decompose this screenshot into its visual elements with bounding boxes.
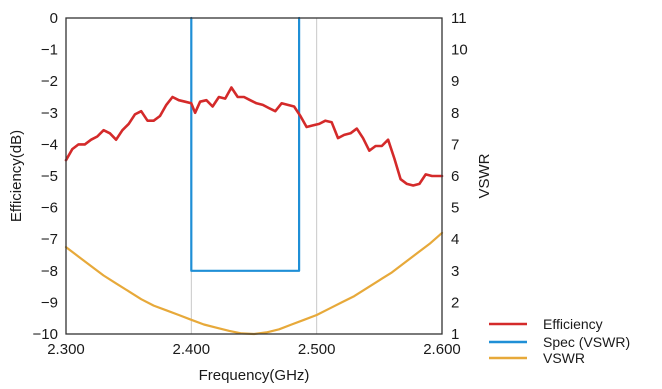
- y-tick-label-right: 4: [451, 231, 459, 248]
- y-tick-label-right: 7: [451, 136, 459, 153]
- plot-frame: [65, 17, 443, 335]
- x-tick-label: 2.600: [423, 341, 461, 358]
- y-tick-label-left: −6: [41, 200, 58, 217]
- grid: [190, 18, 318, 334]
- y-tick-label-right: 3: [451, 263, 459, 280]
- series-line-efficiency: [64, 86, 444, 187]
- y-tick-label-left: 0: [50, 10, 58, 27]
- y-tick-label-right: 2: [451, 294, 459, 311]
- y-tick-label-left: −3: [41, 105, 58, 122]
- y-tick-label-right: 11: [451, 10, 467, 27]
- x-axis-title: Frequency(GHz): [199, 367, 310, 384]
- y-tick-label-right: 10: [451, 42, 468, 59]
- legend: Efficiency Spec (VSWR)VSWR: [489, 316, 630, 366]
- y-axis-title-right: VSWR: [476, 153, 493, 198]
- legend-label-efficiency: Efficiency: [543, 316, 603, 332]
- y-tick-label-left: −9: [41, 294, 58, 311]
- x-tick-label: 2.300: [47, 341, 85, 358]
- tick-labels: 2.300 2.400 2.500 2.600 0 −1 −2 −3 −4 −5 −6 −7 −8 −9 −…: [33, 10, 468, 358]
- y-tick-label-left: −8: [41, 263, 58, 280]
- x-tick-label: 2.400: [173, 341, 211, 358]
- y-tick-label-left: −4: [41, 136, 58, 153]
- y-tick-label-left: −10: [33, 326, 58, 343]
- y-tick-label-left: −7: [41, 231, 58, 248]
- series-line-spec-vswr: [190, 16, 301, 272]
- y-tick-label-right: 6: [451, 168, 459, 185]
- y-axis-title-left: Efficiency(dB): [8, 130, 25, 222]
- y-tick-label-right: 9: [451, 73, 459, 90]
- y-tick-label-left: −1: [41, 42, 58, 59]
- y-tick-label-left: −5: [41, 168, 58, 185]
- y-tick-label-right: 5: [451, 200, 459, 217]
- series-lines: [64, 16, 444, 336]
- y-tick-label-right: 8: [451, 105, 459, 122]
- y-tick-label-left: −2: [41, 73, 58, 90]
- legend-label-spec-vswr: Spec (VSWR): [543, 334, 630, 350]
- series-line-vswr: [64, 231, 444, 336]
- x-tick-label: 2.500: [298, 341, 336, 358]
- legend-label-vswr: VSWR: [543, 350, 585, 366]
- y-tick-label-right: 1: [451, 326, 459, 343]
